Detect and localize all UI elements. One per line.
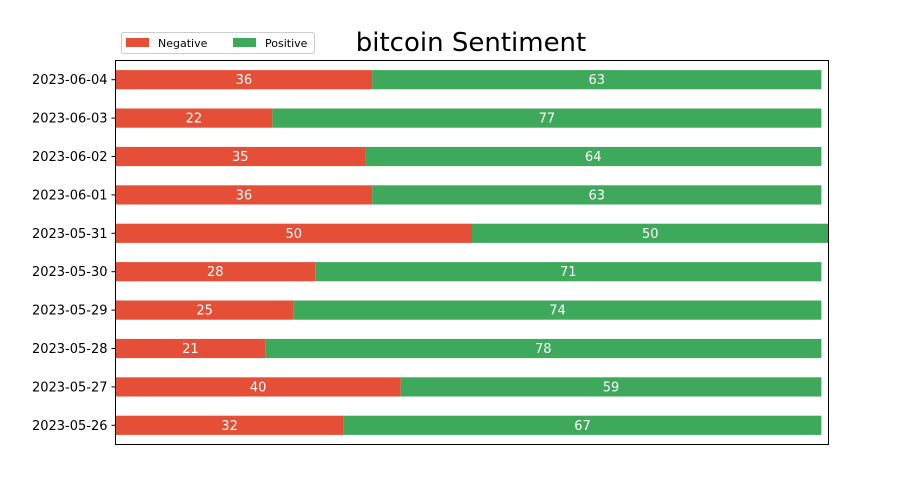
bar-negative-2023-05-29 (115, 300, 294, 320)
bar-label-negative-2023-06-04: 36 (236, 73, 253, 88)
y-tick-label: 2023-05-29 (32, 304, 108, 319)
legend-swatch-negative (126, 38, 149, 47)
y-tick-label: 2023-05-27 (32, 380, 108, 395)
bar-label-negative-2023-06-03: 22 (186, 112, 203, 127)
legend: Negative Positive (121, 32, 315, 54)
bar-positive-2023-05-30 (315, 262, 822, 282)
bar-negative-2023-06-01 (115, 185, 373, 205)
y-tick-label: 2023-05-28 (32, 342, 108, 357)
bar-label-positive-2023-06-01: 63 (589, 188, 606, 203)
y-tick-label: 2023-05-31 (32, 227, 108, 242)
legend-box (121, 32, 315, 54)
bar-positive-2023-05-27 (400, 377, 822, 397)
bar-negative-2023-06-04 (115, 70, 373, 90)
bar-positive-2023-05-26 (343, 415, 822, 435)
bar-negative-2023-06-03 (115, 108, 273, 128)
bar-negative-2023-06-02 (115, 146, 366, 167)
bar-label-negative-2023-06-01: 36 (236, 188, 253, 203)
bar-label-positive-2023-05-28: 78 (535, 342, 552, 357)
y-tick-label: 2023-06-04 (32, 73, 108, 88)
bar-label-positive-2023-05-30: 71 (560, 265, 577, 280)
y-tick-label: 2023-06-03 (32, 112, 108, 127)
bar-positive-2023-05-28 (265, 338, 822, 359)
bar-label-positive-2023-05-29: 74 (549, 304, 566, 319)
legend-swatch-positive (233, 38, 256, 47)
y-axis-ticks: 2023-06-04 2023-06-03 2023-06-02 2023-06-01… (32, 73, 116, 434)
legend-label-positive: Positive (265, 37, 308, 50)
bar-positive-2023-06-04 (372, 70, 822, 90)
legend-label-negative: Negative (158, 37, 208, 50)
bar-label-positive-2023-06-03: 77 (539, 112, 556, 127)
y-tick-label: 2023-05-26 (32, 419, 108, 434)
bar-label-positive-2023-05-27: 59 (603, 380, 620, 395)
bar-label-negative-2023-05-30: 28 (207, 265, 224, 280)
bars-group: 36 63 22 77 35 64 36 63 50 50 28 71 25 74 21 78 40 59 32 67 (115, 70, 829, 435)
bar-label-negative-2023-06-02: 35 (232, 150, 249, 165)
bar-positive-2023-06-01 (372, 185, 822, 205)
bar-label-positive-2023-06-02: 64 (585, 150, 602, 165)
bar-positive-2023-05-31 (472, 223, 829, 243)
y-tick-label: 2023-06-02 (32, 150, 108, 165)
bar-positive-2023-06-02 (365, 146, 822, 167)
bar-label-negative-2023-05-31: 50 (285, 227, 302, 242)
y-tick-label: 2023-05-30 (32, 265, 108, 280)
y-tick-label: 2023-06-01 (32, 188, 108, 203)
plot-frame (115, 60, 829, 445)
bar-negative-2023-05-30 (115, 262, 316, 282)
bar-label-negative-2023-05-28: 21 (182, 342, 199, 357)
bar-negative-2023-05-28 (115, 338, 266, 359)
bar-label-negative-2023-05-27: 40 (250, 380, 267, 395)
bar-label-positive-2023-05-31: 50 (642, 227, 659, 242)
chart-title: bitcoin Sentiment (356, 28, 586, 58)
bar-negative-2023-05-26 (115, 415, 344, 435)
bar-positive-2023-05-29 (293, 300, 822, 320)
bar-label-negative-2023-05-26: 32 (221, 419, 238, 434)
bar-label-positive-2023-05-26: 67 (574, 419, 591, 434)
bar-negative-2023-05-27 (115, 377, 401, 397)
bar-positive-2023-06-03 (272, 108, 822, 128)
bar-label-negative-2023-05-29: 25 (196, 304, 213, 319)
bar-negative-2023-05-31 (115, 223, 472, 243)
bar-label-positive-2023-06-04: 63 (589, 73, 606, 88)
